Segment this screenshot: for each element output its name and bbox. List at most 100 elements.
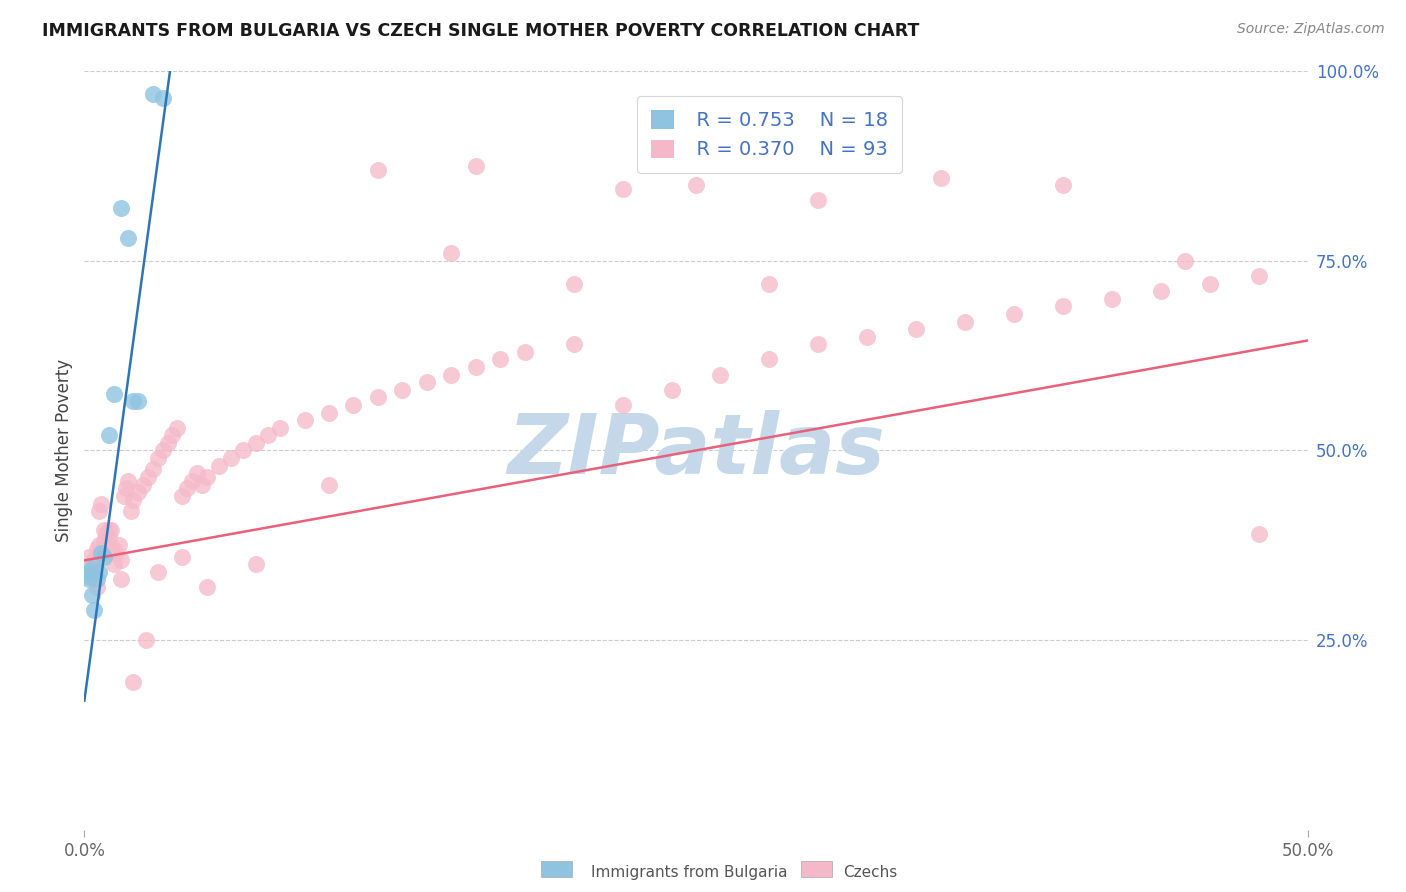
Point [142,87,165,102]
Point [391,383,413,397]
Bar [801,861,832,877]
Point [93,534,115,549]
Point [342,398,364,412]
Point [172,489,194,503]
Point [195,470,218,484]
Point [367,391,389,405]
Point [219,451,242,466]
Point [318,405,340,420]
Point [807,194,830,208]
Point [83,553,105,567]
Point [440,246,463,260]
Point [856,330,879,344]
Point [112,489,135,503]
Point [76,568,98,582]
Text: IMMIGRANTS FROM BULGARIA VS CZECH SINGLE MOTHER POVERTY CORRELATION CHART: IMMIGRANTS FROM BULGARIA VS CZECH SINGLE… [42,22,920,40]
Point [758,277,780,291]
Point [122,492,145,507]
Point [294,413,316,427]
Point [77,565,100,579]
Point [87,565,110,579]
Point [146,565,169,579]
Point [612,398,634,412]
Point [90,496,112,510]
Point [103,557,125,572]
Point [87,538,110,552]
Point [208,458,231,473]
Point [122,674,145,689]
Point [93,523,115,537]
Point [156,436,179,450]
Point [416,376,439,390]
Bar [541,861,572,877]
Point [146,451,169,466]
Point [90,546,112,560]
Point [80,588,103,602]
Legend:   R = 0.753    N = 18,   R = 0.370    N = 93: R = 0.753 N = 18, R = 0.370 N = 93 [637,96,901,173]
Point [1052,300,1074,314]
Point [93,549,115,564]
Point [77,573,100,587]
Point [661,383,683,397]
Point [96,526,118,541]
Point [105,546,128,560]
Point [87,504,110,518]
Point [90,546,112,560]
Point [77,549,100,564]
Point [83,573,105,587]
Point [80,557,103,572]
Point [110,553,132,567]
Point [80,561,103,575]
Point [100,523,122,537]
Point [464,159,486,173]
Point [807,337,830,351]
Point [107,538,129,552]
Point [269,421,291,435]
Text: Immigrants from Bulgaria: Immigrants from Bulgaria [591,865,787,880]
Point [1002,307,1025,321]
Point [245,557,267,572]
Point [186,467,208,481]
Point [929,170,952,185]
Point [562,337,585,351]
Point [1174,253,1197,268]
Text: Czechs: Czechs [844,865,898,880]
Point [110,573,132,587]
Point [110,201,132,215]
Point [80,565,103,579]
Point [86,573,108,587]
Text: ZIPatlas: ZIPatlas [508,410,884,491]
Point [181,474,204,488]
Point [115,482,138,496]
Point [245,436,267,450]
Point [152,443,174,458]
Point [97,523,120,537]
Point [127,394,149,409]
Point [905,322,928,336]
Point [97,428,120,442]
Point [1101,292,1123,306]
Point [232,443,254,458]
Point [142,462,165,476]
Point [1052,178,1074,193]
Point [152,91,174,105]
Point [513,344,536,359]
Point [1150,285,1173,299]
Point [132,477,155,491]
Point [612,182,634,196]
Point [86,580,108,594]
Point [1198,277,1220,291]
Text: Source: ZipAtlas.com: Source: ZipAtlas.com [1237,22,1385,37]
Point [953,314,976,328]
Point [1247,269,1270,284]
Point [562,277,585,291]
Y-axis label: Single Mother Poverty: Single Mother Poverty [55,359,73,542]
Point [758,352,780,367]
Point [464,359,486,375]
Point [136,470,159,484]
Point [122,394,145,409]
Point [103,542,125,557]
Point [257,428,280,442]
Point [195,580,218,594]
Point [176,482,198,496]
